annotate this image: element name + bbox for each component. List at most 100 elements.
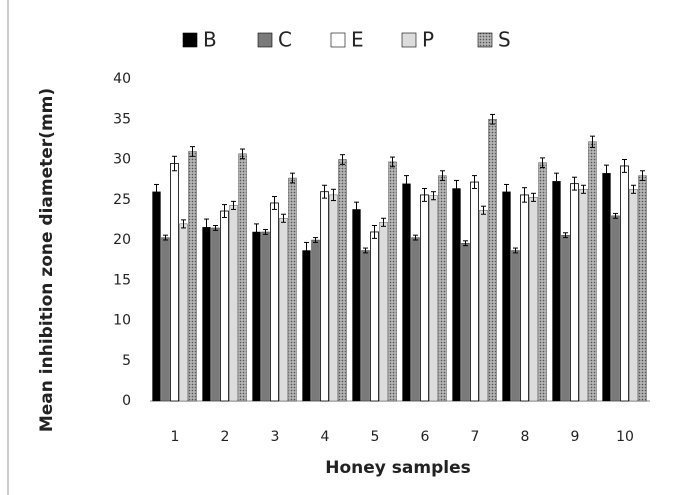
x-tick-label: 10 <box>616 429 634 445</box>
legend-label: S <box>498 28 511 52</box>
error-bar <box>190 146 195 157</box>
bar <box>438 175 447 402</box>
bar <box>470 181 479 402</box>
bar <box>511 250 520 402</box>
legend-label: C <box>278 28 292 52</box>
error-bar <box>340 154 345 165</box>
y-tick-label: 15 <box>113 272 131 288</box>
bar <box>479 210 488 402</box>
bar <box>420 194 429 402</box>
x-tick-label: 7 <box>471 429 480 445</box>
error-bar <box>281 213 286 223</box>
error-bar <box>181 219 186 229</box>
y-tick-label: 25 <box>113 192 131 208</box>
error-bar <box>504 183 509 200</box>
bar <box>379 222 388 402</box>
bar <box>179 223 188 402</box>
error-bar <box>490 113 495 125</box>
bar <box>452 188 461 402</box>
bar <box>170 163 179 402</box>
error-bar <box>463 240 468 247</box>
legend-swatch <box>330 32 346 48</box>
error-bar <box>272 196 277 210</box>
error-bar <box>572 176 577 191</box>
bar <box>529 197 538 402</box>
error-bar <box>231 200 236 210</box>
error-bar <box>554 172 559 190</box>
error-bar <box>604 164 609 182</box>
error-bar <box>213 225 218 231</box>
error-bar <box>431 191 436 201</box>
error-bar <box>590 135 595 148</box>
bar <box>229 205 238 402</box>
y-tick-label: 10 <box>113 313 131 329</box>
bar <box>352 209 361 402</box>
error-bar <box>290 172 295 184</box>
bar <box>552 181 561 402</box>
bar <box>288 177 297 402</box>
bar <box>270 202 279 402</box>
y-tick-label: 40 <box>113 71 131 87</box>
error-bar <box>313 237 318 243</box>
error-bar <box>363 247 368 254</box>
error-bar <box>413 234 418 241</box>
error-bar <box>163 234 168 241</box>
error-bar <box>404 175 409 193</box>
bar <box>279 218 288 402</box>
bar <box>461 243 470 402</box>
bar <box>561 235 570 402</box>
bar <box>238 153 247 402</box>
error-bar <box>263 229 268 235</box>
bar <box>629 189 638 402</box>
bar <box>361 250 370 402</box>
bar <box>261 231 270 402</box>
x-tick-label: 8 <box>521 429 530 445</box>
error-bar <box>563 232 568 239</box>
error-bar <box>331 188 336 202</box>
y-tick-label: 0 <box>122 393 131 409</box>
bar <box>411 237 420 402</box>
y-axis-title: Mean inhibition zone diameter(mm) <box>37 88 57 432</box>
error-bar <box>622 159 627 173</box>
bar <box>579 189 588 402</box>
bar <box>611 215 620 402</box>
error-bar <box>531 192 536 202</box>
error-bar <box>472 175 477 189</box>
x-axis-title: Honey samples <box>325 458 471 478</box>
x-tick-label: 6 <box>421 429 430 445</box>
bar <box>188 151 197 402</box>
bar <box>602 173 611 402</box>
error-bar <box>372 225 377 239</box>
bar <box>488 119 497 402</box>
bar <box>311 239 320 402</box>
error-bar <box>240 148 245 160</box>
bar <box>588 141 597 402</box>
error-bar <box>172 155 177 172</box>
y-tick-label: 5 <box>122 353 131 369</box>
error-bar <box>422 187 427 202</box>
y-tick-label: 20 <box>113 232 131 248</box>
legend-swatch <box>182 32 198 48</box>
bar <box>502 191 511 402</box>
bar <box>570 183 579 402</box>
bar <box>161 237 170 402</box>
x-tick-label: 3 <box>271 429 280 445</box>
error-bar <box>522 187 527 203</box>
error-bar <box>304 241 309 260</box>
x-tick-label: 5 <box>371 429 380 445</box>
y-tick-label: 35 <box>113 111 131 127</box>
error-bar <box>454 179 459 198</box>
error-bar <box>154 183 159 200</box>
error-bar <box>204 218 209 236</box>
error-bar <box>540 157 545 169</box>
legend-label: E <box>351 28 364 52</box>
bar <box>338 159 347 402</box>
error-bar <box>440 170 445 181</box>
x-tick-label: 9 <box>571 429 580 445</box>
error-bar <box>613 212 618 219</box>
legend-swatch <box>401 32 417 48</box>
bar <box>638 175 647 402</box>
x-tick-label: 1 <box>171 429 180 445</box>
bar <box>302 250 311 402</box>
